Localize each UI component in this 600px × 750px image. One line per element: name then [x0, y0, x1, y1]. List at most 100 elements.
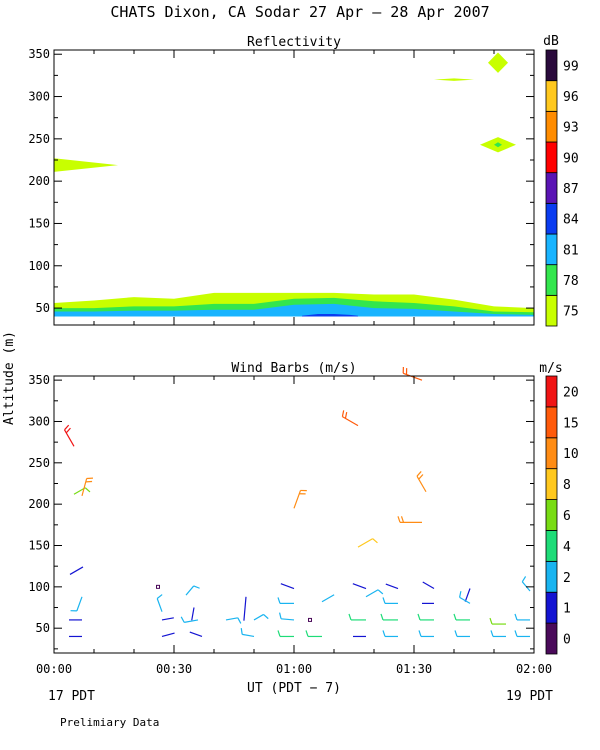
wind-barb-feather — [237, 617, 242, 624]
wind-barb-shaft — [63, 429, 75, 447]
wind-barb — [63, 424, 75, 447]
wind-barb-feather — [418, 630, 422, 637]
wind-barb — [464, 588, 471, 602]
colorbar-segment — [545, 80, 558, 112]
wind-barb — [191, 607, 195, 621]
wind-barb-shaft — [416, 475, 427, 493]
colorbar-label: 20 — [563, 385, 579, 400]
colorbar-segment — [545, 622, 558, 655]
wind-barb-feather — [344, 412, 348, 419]
wind-barb — [293, 489, 307, 509]
wind-barb-shaft — [253, 613, 264, 621]
wind-barb-shaft — [422, 581, 435, 590]
panel2-colorbar-unit: m/s — [539, 361, 562, 376]
colorbar-segment — [545, 375, 558, 408]
reflectivity-blob — [488, 52, 508, 73]
wind-barb-shaft — [191, 607, 195, 621]
y-tick-label: 50 — [36, 301, 50, 315]
wind-barb-shaft — [459, 596, 471, 604]
y-tick-label: 350 — [28, 47, 50, 61]
y-tick-label: 100 — [28, 580, 50, 594]
wind-barb-feather — [400, 516, 405, 523]
wind-barb-feather — [521, 576, 527, 583]
wind-barb-shaft — [342, 416, 359, 427]
wind-barb — [161, 632, 175, 638]
colorbar-label: 0 — [563, 633, 571, 648]
colorbar-segment — [545, 49, 558, 82]
wind-barb — [382, 630, 398, 638]
wind-barb — [180, 616, 199, 623]
x-tick-label: 00:30 — [156, 662, 192, 676]
wind-barb-feather — [65, 427, 71, 434]
wind-barb — [253, 613, 269, 621]
wind-barb-feather — [64, 424, 70, 431]
wind-barb — [402, 366, 423, 381]
footnote: Prelimiary Data — [60, 716, 159, 729]
wind-barb-feather — [417, 613, 421, 621]
reflectivity-band — [302, 314, 358, 317]
colorbar-label: 78 — [563, 274, 579, 289]
reflectivity-blob — [54, 158, 118, 172]
y-tick-label: 150 — [28, 216, 50, 230]
reflectivity-blob — [494, 142, 502, 148]
colorbar-label: 8 — [563, 478, 571, 493]
colorbar-label: 96 — [563, 90, 579, 105]
wind-barb-feather — [84, 487, 91, 493]
reflectivity-panel: 50 100 150 200 250 300 350 75 78 81 84 87 90 93 96 99 — [28, 47, 579, 327]
colorbar-segment — [545, 406, 558, 439]
wind-barb — [490, 630, 506, 638]
wind-barb-shaft — [293, 490, 302, 509]
colorbar-label: 84 — [563, 213, 579, 228]
wind-barb — [243, 596, 247, 621]
wind-barb — [341, 410, 359, 427]
wind-barb-feather — [180, 616, 185, 623]
reflectivity-blob — [434, 78, 474, 81]
wind-barb — [70, 596, 83, 612]
x-tick-label: 01:00 — [276, 662, 312, 676]
wind-barb-shaft — [464, 588, 471, 602]
wind-barb — [321, 594, 335, 603]
wind-barb-shaft — [321, 594, 335, 603]
colorbar-segment — [545, 560, 558, 593]
colorbar-label: 1 — [563, 602, 571, 617]
wind-barb — [489, 617, 506, 625]
wind-barb-shaft — [185, 585, 195, 596]
wind-barb-shaft — [352, 583, 367, 590]
wind-barb-feather — [489, 617, 493, 625]
wind-barb-shaft — [76, 596, 83, 612]
wind-barb — [277, 597, 294, 604]
wind-barb-feather — [397, 516, 401, 523]
date-right-label: 19 PDT — [506, 689, 553, 704]
wind-barb-shaft — [280, 618, 295, 621]
x-axis-label: UT (PDT − 7) — [247, 681, 341, 696]
x-tick-label: 02:00 — [516, 662, 552, 676]
wind-barb — [277, 630, 294, 638]
y-tick-label: 250 — [28, 132, 50, 146]
colorbar-segment — [545, 141, 558, 174]
wind-barb — [417, 613, 434, 621]
y-tick-label: 150 — [28, 539, 50, 553]
colorbar-label: 75 — [563, 305, 579, 320]
wind-barb-feather — [278, 612, 282, 619]
wind-barb — [365, 589, 384, 598]
wind-barb — [514, 613, 530, 621]
wind-barb-shaft — [161, 617, 174, 621]
wind-barb — [514, 630, 530, 638]
y-tick-label: 100 — [28, 259, 50, 273]
wind-barb-feather — [380, 613, 384, 621]
plot-frame — [53, 49, 535, 326]
wind-barb-feather — [382, 630, 386, 637]
wind-barb — [280, 583, 295, 590]
colorbar-label: 90 — [563, 151, 579, 166]
x-tick-label: 01:30 — [396, 662, 432, 676]
colorbar-segment — [545, 264, 558, 296]
wind-barb — [385, 583, 399, 590]
colorbar-label: 99 — [563, 59, 579, 74]
colorbar-label: 2 — [563, 571, 571, 586]
date-left-label: 17 PDT — [48, 689, 95, 704]
panel1-colorbar-unit: dB — [543, 34, 559, 49]
wind-barb-feather — [490, 630, 494, 637]
y-tick-label: 250 — [28, 456, 50, 470]
wind-barb — [305, 630, 322, 638]
y-tick-label: 350 — [28, 373, 50, 387]
